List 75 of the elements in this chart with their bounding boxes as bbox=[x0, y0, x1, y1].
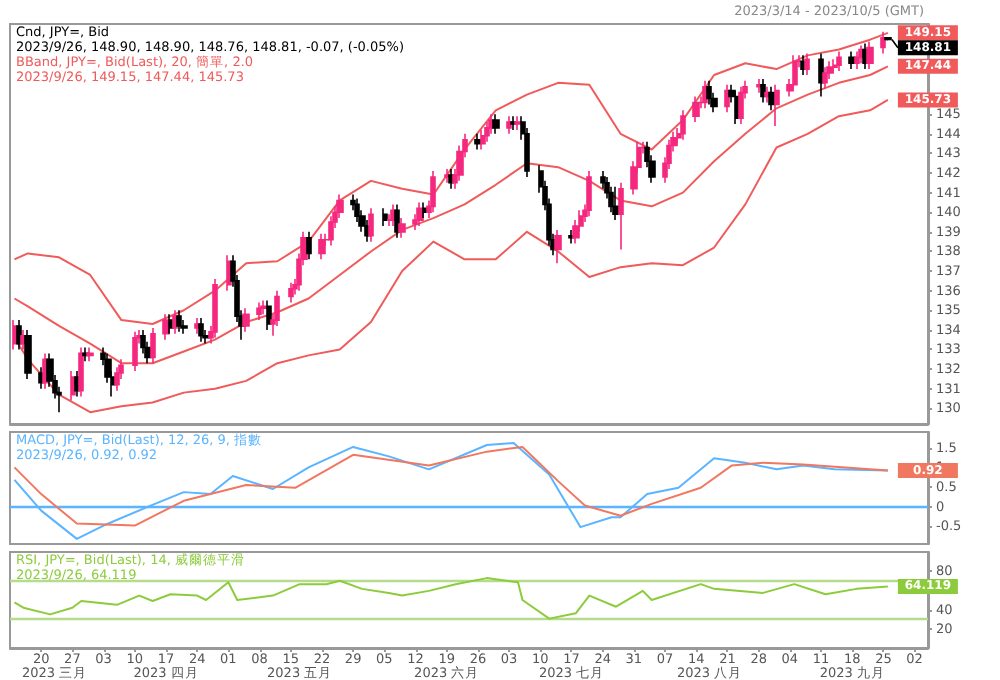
candlestick bbox=[150, 327, 156, 365]
candlestick bbox=[514, 115, 522, 131]
candlestick bbox=[586, 170, 592, 217]
candlestick bbox=[398, 217, 406, 239]
candlestick bbox=[24, 329, 32, 380]
candlestick bbox=[488, 113, 494, 135]
candlestick bbox=[78, 346, 84, 398]
candlestick bbox=[880, 31, 886, 55]
candlestick bbox=[756, 78, 762, 94]
candlestick bbox=[38, 366, 44, 390]
candlestick bbox=[800, 54, 806, 76]
candlestick bbox=[70, 370, 76, 402]
candlestick bbox=[162, 313, 170, 341]
candlestick bbox=[212, 278, 218, 339]
candlestick bbox=[390, 203, 396, 227]
candlestick bbox=[172, 309, 178, 335]
candlestick bbox=[738, 85, 744, 125]
candlestick bbox=[480, 129, 486, 151]
candlestick bbox=[474, 133, 482, 151]
candlestick bbox=[444, 168, 450, 184]
line-series bbox=[13, 65, 889, 365]
candlestick bbox=[618, 182, 624, 251]
candlestick bbox=[836, 50, 842, 72]
candlestick bbox=[706, 80, 712, 106]
candlestick bbox=[822, 66, 828, 90]
candlestick bbox=[86, 346, 94, 363]
candlestick bbox=[554, 229, 562, 265]
candlestick bbox=[306, 231, 312, 261]
candlestick bbox=[884, 36, 892, 42]
candlestick bbox=[422, 201, 428, 219]
candlestick bbox=[20, 329, 26, 351]
candlestick bbox=[866, 40, 874, 70]
candlestick bbox=[680, 109, 686, 141]
candlestick bbox=[132, 331, 138, 372]
candlestick bbox=[608, 185, 614, 214]
candlestick bbox=[194, 317, 200, 335]
candlestick bbox=[176, 309, 182, 333]
candlestick bbox=[394, 203, 400, 239]
candlestick bbox=[510, 115, 516, 131]
candlestick bbox=[760, 78, 766, 104]
candlestick bbox=[848, 50, 856, 70]
candlestick bbox=[858, 44, 864, 65]
candlestick bbox=[168, 313, 174, 335]
candlestick bbox=[140, 329, 146, 355]
candlestick bbox=[484, 121, 490, 143]
candlestick bbox=[804, 52, 810, 76]
candlestick bbox=[288, 282, 294, 304]
candlestick bbox=[818, 52, 824, 98]
candlestick bbox=[506, 115, 512, 135]
candlestick bbox=[266, 299, 272, 331]
candlestick bbox=[492, 113, 500, 135]
candlestick bbox=[792, 54, 798, 92]
candlestick bbox=[16, 319, 22, 351]
candlestick bbox=[764, 85, 770, 104]
line-series bbox=[13, 577, 889, 620]
candlestick bbox=[368, 207, 374, 243]
line-series bbox=[13, 98, 889, 414]
candlestick bbox=[382, 207, 388, 227]
candlestick bbox=[416, 201, 424, 227]
candlestick bbox=[612, 185, 620, 221]
candlestick bbox=[568, 229, 574, 245]
candlestick bbox=[768, 85, 776, 112]
candlestick bbox=[774, 83, 780, 127]
candlestick bbox=[198, 317, 204, 343]
candlestick bbox=[114, 366, 120, 392]
line-series bbox=[13, 445, 889, 527]
candlestick bbox=[256, 301, 262, 321]
candlestick bbox=[318, 233, 326, 261]
candlestick bbox=[242, 307, 250, 333]
candlestick bbox=[260, 299, 268, 315]
candlestick bbox=[430, 170, 436, 214]
candlestick bbox=[854, 50, 860, 70]
candlestick bbox=[448, 168, 454, 190]
candlestick bbox=[832, 58, 838, 74]
candlestick bbox=[724, 83, 730, 114]
